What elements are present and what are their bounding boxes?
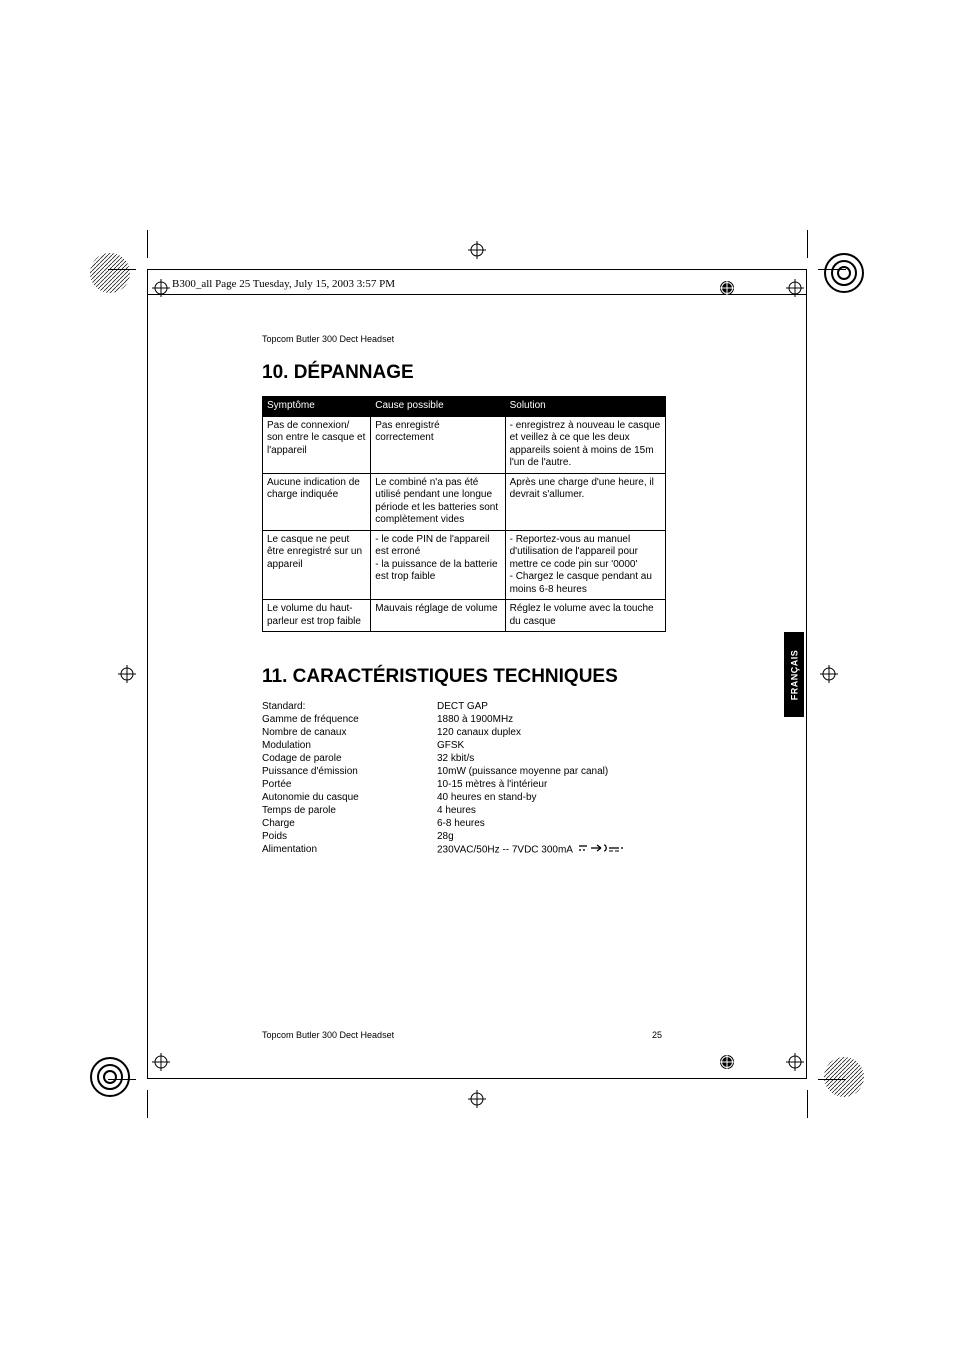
registration-mark-icon [718,279,736,297]
table-row: Le volume du haut-parleur est trop faibl… [263,600,666,632]
crop-mark [147,1090,148,1118]
table-cell: Aucune indication de charge indiquée [263,473,371,530]
troubleshooting-table: Symptôme Cause possible Solution Pas de … [262,396,666,632]
spec-value: 1880 à 1900MHz [437,713,672,726]
registration-mark-icon [152,1053,170,1071]
registration-mark-icon [786,279,804,297]
spec-value: DECT GAP [437,700,672,713]
spec-label: Poids [262,830,437,843]
spec-label: Portée [262,778,437,791]
spec-row: Autonomie du casque40 heures en stand-by [262,791,672,804]
page-header-divider [147,294,807,295]
spec-row: Portée10-15 mètres à l'intérieur [262,778,672,791]
spec-value: 6-8 heures [437,817,672,830]
table-cell: Pas enregistré correctement [371,416,505,473]
spec-value: 230VAC/50Hz -- 7VDC 300mA [437,843,672,857]
heading-depannage: 10. DÉPANNAGE [262,362,672,384]
table-cell: - le code PIN de l'appareil est erroné -… [371,530,505,600]
table-cell: Le volume du haut-parleur est trop faibl… [263,600,371,632]
page-footer: Topcom Butler 300 Dect Headset 25 [262,1030,662,1040]
spec-label: Autonomie du casque [262,791,437,804]
registration-mark-icon [468,241,486,259]
page-path: B300_all Page 25 Tuesday, July 15, 2003 … [172,278,395,290]
spec-row: Charge6-8 heures [262,817,672,830]
spec-value: 10mW (puissance moyenne par canal) [437,765,672,778]
spec-value: GFSK [437,739,672,752]
spec-row: Nombre de canaux120 canaux duplex [262,726,672,739]
spec-row: Poids28g [262,830,672,843]
page-content: Topcom Butler 300 Dect Headset 10. DÉPAN… [262,334,672,857]
spec-label: Temps de parole [262,804,437,817]
table-cell: Mauvais réglage de volume [371,600,505,632]
spec-row: Codage de parole32 kbit/s [262,752,672,765]
registration-mark-icon [786,1053,804,1071]
table-cell: Après une charge d'une heure, il devrait… [505,473,665,530]
spec-value: 28g [437,830,672,843]
th-symptom: Symptôme [263,397,371,417]
spec-label: Alimentation [262,843,437,857]
table-cell: Le combiné n'a pas été utilisé pendant u… [371,473,505,530]
th-cause: Cause possible [371,397,505,417]
crop-mark [807,1090,808,1118]
crop-mark [807,230,808,258]
doc-title: Topcom Butler 300 Dect Headset [262,334,672,344]
spec-label: Standard: [262,700,437,713]
spec-value: 120 canaux duplex [437,726,672,739]
table-row: Pas de connexion/ son entre le casque et… [263,416,666,473]
spec-row: Temps de parole4 heures [262,804,672,817]
table-cell: Réglez le volume avec la touche du casqu… [505,600,665,632]
spec-label: Nombre de canaux [262,726,437,739]
registration-mark-icon [118,665,136,683]
language-tab-label: FRANÇAIS [789,649,799,700]
table-header-row: Symptôme Cause possible Solution [263,397,666,417]
spec-label: Puissance d'émission [262,765,437,778]
table-cell: - enregistrez à nouveau le casque et vei… [505,416,665,473]
heading-specs: 11. CARACTÉRISTIQUES TECHNIQUES [262,666,672,688]
footer-left: Topcom Butler 300 Dect Headset [262,1030,394,1040]
corner-ornament-icon [822,251,866,295]
power-supply-icon [577,843,625,857]
corner-ornament-icon [88,251,132,295]
registration-mark-icon [718,1053,736,1071]
spec-label: Modulation [262,739,437,752]
th-solution: Solution [505,397,665,417]
spec-row: Alimentation230VAC/50Hz -- 7VDC 300mA [262,843,672,857]
spec-label: Charge [262,817,437,830]
table-cell: - Reportez-vous au manuel d'utilisation … [505,530,665,600]
spec-value: 40 heures en stand-by [437,791,672,804]
spec-value: 4 heures [437,804,672,817]
specs-list: Standard:DECT GAPGamme de fréquence1880 … [262,700,672,857]
spec-label: Codage de parole [262,752,437,765]
registration-mark-icon [820,665,838,683]
corner-ornament-icon [822,1055,866,1099]
spec-row: Standard:DECT GAP [262,700,672,713]
crop-mark [147,230,148,258]
corner-ornament-icon [88,1055,132,1099]
spec-row: Gamme de fréquence1880 à 1900MHz [262,713,672,726]
table-row: Aucune indication de charge indiquéeLe c… [263,473,666,530]
registration-mark-icon [468,1090,486,1108]
registration-mark-icon [152,279,170,297]
language-tab: FRANÇAIS [784,632,804,717]
table-row: Le casque ne peut être enregistré sur un… [263,530,666,600]
spec-value: 32 kbit/s [437,752,672,765]
spec-row: ModulationGFSK [262,739,672,752]
footer-page-number: 25 [652,1030,662,1040]
table-cell: Pas de connexion/ son entre le casque et… [263,416,371,473]
spec-value: 10-15 mètres à l'intérieur [437,778,672,791]
table-cell: Le casque ne peut être enregistré sur un… [263,530,371,600]
spec-row: Puissance d'émission10mW (puissance moye… [262,765,672,778]
spec-label: Gamme de fréquence [262,713,437,726]
